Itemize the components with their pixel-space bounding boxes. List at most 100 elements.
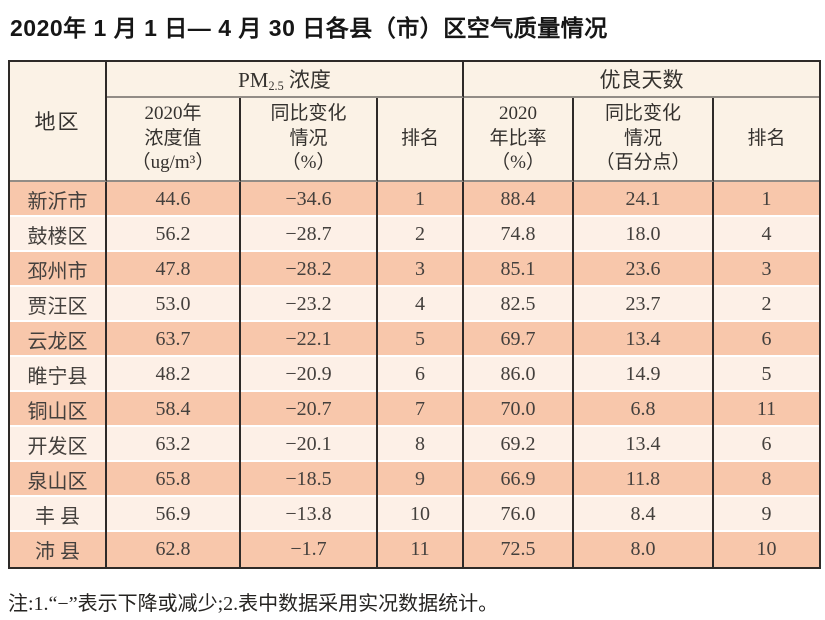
- pm-rank-cell: 5: [378, 322, 464, 357]
- pm25-group-header: PM2.5 浓度: [107, 62, 464, 98]
- region-cell: 贾汪区: [10, 287, 107, 322]
- good-change-cell: 13.4: [574, 322, 714, 357]
- pm-change-cell: −20.1: [241, 427, 378, 462]
- good-change-cell: 13.4: [574, 427, 714, 462]
- pm25-label-suffix: 浓度: [283, 67, 331, 92]
- good-change-cell: 23.7: [574, 287, 714, 322]
- good-rank-cell: 5: [714, 357, 819, 392]
- good-ratio-cell: 69.7: [464, 322, 574, 357]
- pm-rank-cell: 9: [378, 462, 464, 497]
- good-change-cell: 24.1: [574, 182, 714, 217]
- good-change-cell: 14.9: [574, 357, 714, 392]
- good-rank-cell: 11: [714, 392, 819, 427]
- group-header-row: 地区 PM2.5 浓度 优良天数: [10, 62, 819, 182]
- col-header-pm-change: 同比变化 情况 （%）: [241, 98, 378, 182]
- good-change-cell: 18.0: [574, 217, 714, 252]
- table-row: 丰 县 56.9 −13.8 10 76.0 8.4 9: [10, 497, 819, 532]
- good-ratio-cell: 69.2: [464, 427, 574, 462]
- table-row: 鼓楼区 56.2 −28.7 2 74.8 18.0 4: [10, 217, 819, 252]
- region-cell: 泉山区: [10, 462, 107, 497]
- good-ratio-cell: 74.8: [464, 217, 574, 252]
- table-row: 泉山区 65.8 −18.5 9 66.9 11.8 8: [10, 462, 819, 497]
- region-column-header: 地区: [10, 62, 107, 182]
- region-cell: 云龙区: [10, 322, 107, 357]
- region-cell: 开发区: [10, 427, 107, 462]
- pm-change-cell: −28.2: [241, 252, 378, 287]
- good-ratio-cell: 88.4: [464, 182, 574, 217]
- pm-rank-cell: 1: [378, 182, 464, 217]
- pm-rank-cell: 11: [378, 532, 464, 567]
- good-ratio-cell: 85.1: [464, 252, 574, 287]
- good-change-cell: 23.6: [574, 252, 714, 287]
- good-ratio-cell: 86.0: [464, 357, 574, 392]
- region-cell: 鼓楼区: [10, 217, 107, 252]
- good-rank-cell: 4: [714, 217, 819, 252]
- pm-value-cell: 58.4: [107, 392, 241, 427]
- col-header-pm-rank: 排名: [378, 98, 464, 182]
- good-change-cell: 8.4: [574, 497, 714, 532]
- pm-value-cell: 47.8: [107, 252, 241, 287]
- table-row: 新沂市 44.6 −34.6 1 88.4 24.1 1: [10, 182, 819, 217]
- pm-change-cell: −28.7: [241, 217, 378, 252]
- pm-value-cell: 48.2: [107, 357, 241, 392]
- region-cell: 沛 县: [10, 532, 107, 567]
- pm-change-cell: −18.5: [241, 462, 378, 497]
- pm-value-cell: 53.0: [107, 287, 241, 322]
- pm-rank-cell: 3: [378, 252, 464, 287]
- good-rank-cell: 1: [714, 182, 819, 217]
- pm-value-cell: 65.8: [107, 462, 241, 497]
- good-rank-cell: 3: [714, 252, 819, 287]
- good-change-cell: 6.8: [574, 392, 714, 427]
- pm-change-cell: −20.9: [241, 357, 378, 392]
- page-title: 2020年 1 月 1 日— 4 月 30 日各县（市）区空气质量情况: [10, 15, 608, 41]
- good-ratio-cell: 72.5: [464, 532, 574, 567]
- pm-change-cell: −13.8: [241, 497, 378, 532]
- good-change-cell: 11.8: [574, 462, 714, 497]
- good-rank-cell: 6: [714, 427, 819, 462]
- table-row: 贾汪区 53.0 −23.2 4 82.5 23.7 2: [10, 287, 819, 322]
- pm-rank-cell: 6: [378, 357, 464, 392]
- pm-change-cell: −20.7: [241, 392, 378, 427]
- table-row: 铜山区 58.4 −20.7 7 70.0 6.8 11: [10, 392, 819, 427]
- good-days-group-header: 优良天数: [464, 62, 819, 98]
- region-cell: 铜山区: [10, 392, 107, 427]
- pm25-label-main: PM: [238, 67, 269, 92]
- pm-value-cell: 44.6: [107, 182, 241, 217]
- good-ratio-cell: 70.0: [464, 392, 574, 427]
- table-row: 云龙区 63.7 −22.1 5 69.7 13.4 6: [10, 322, 819, 357]
- table-row: 开发区 63.2 −20.1 8 69.2 13.4 6: [10, 427, 819, 462]
- good-rank-cell: 10: [714, 532, 819, 567]
- region-cell: 邳州市: [10, 252, 107, 287]
- pm-value-cell: 56.9: [107, 497, 241, 532]
- col-header-good-change: 同比变化 情况 （百分点）: [574, 98, 714, 182]
- col-header-good-ratio: 2020 年比率 （%）: [464, 98, 574, 182]
- pm-value-cell: 62.8: [107, 532, 241, 567]
- good-ratio-cell: 82.5: [464, 287, 574, 322]
- pm-value-cell: 56.2: [107, 217, 241, 252]
- pm-rank-cell: 8: [378, 427, 464, 462]
- region-cell: 新沂市: [10, 182, 107, 217]
- pm-rank-cell: 2: [378, 217, 464, 252]
- pm-value-cell: 63.2: [107, 427, 241, 462]
- col-header-pm-value: 2020年 浓度值 （ug/m³）: [107, 98, 241, 182]
- region-cell: 睢宁县: [10, 357, 107, 392]
- footnote: 注:1.“−”表示下降或减少;2.表中数据采用实况数据统计。: [8, 593, 499, 615]
- col-header-good-rank: 排名: [714, 98, 819, 182]
- pm-change-cell: −22.1: [241, 322, 378, 357]
- pm-value-cell: 63.7: [107, 322, 241, 357]
- air-quality-table: 地区 PM2.5 浓度 优良天数 2020年 浓度值 （ug/m³） 同比变化 …: [8, 60, 821, 569]
- good-rank-cell: 2: [714, 287, 819, 322]
- pm-rank-cell: 4: [378, 287, 464, 322]
- pm-rank-cell: 10: [378, 497, 464, 532]
- good-rank-cell: 9: [714, 497, 819, 532]
- region-cell: 丰 县: [10, 497, 107, 532]
- pm-change-cell: −34.6: [241, 182, 378, 217]
- pm-rank-cell: 7: [378, 392, 464, 427]
- table-row: 沛 县 62.8 −1.7 11 72.5 8.0 10: [10, 532, 819, 567]
- good-ratio-cell: 76.0: [464, 497, 574, 532]
- good-change-cell: 8.0: [574, 532, 714, 567]
- pm25-label-subscript: 2.5: [268, 79, 284, 94]
- table-body: 新沂市 44.6 −34.6 1 88.4 24.1 1 鼓楼区 56.2 −2…: [10, 182, 819, 567]
- sub-header-row: 2020年 浓度值 （ug/m³） 同比变化 情况 （%） 排名 2020 年比…: [10, 98, 819, 182]
- good-rank-cell: 8: [714, 462, 819, 497]
